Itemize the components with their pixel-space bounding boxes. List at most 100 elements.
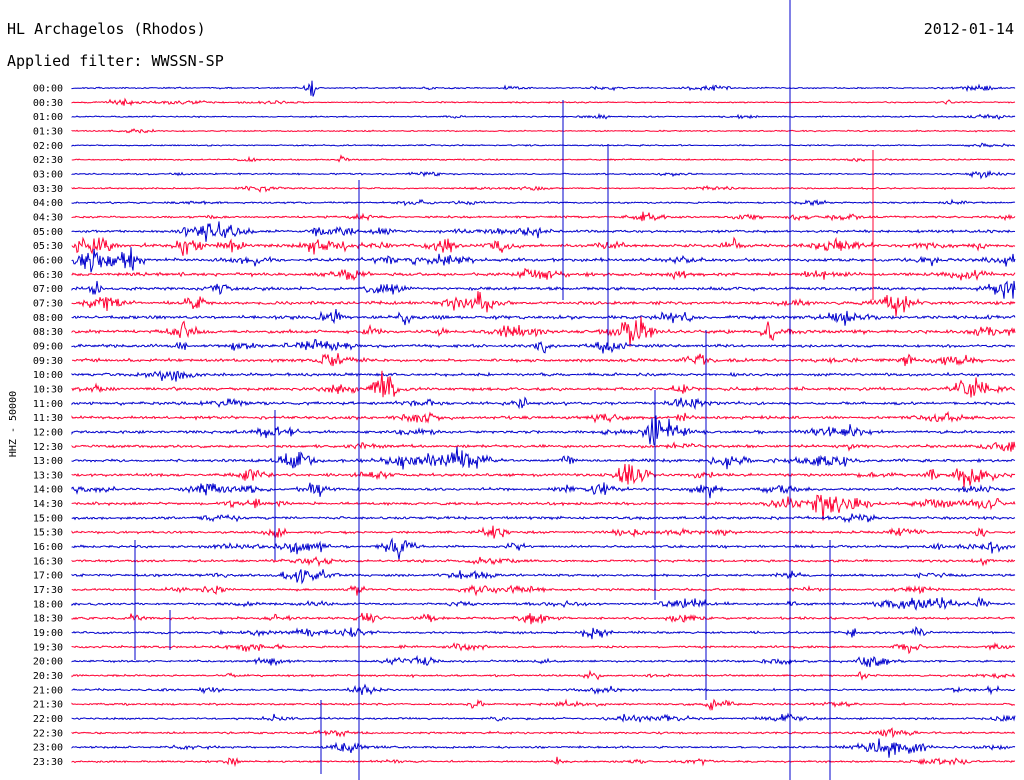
tick-label: 16:30: [33, 556, 63, 567]
trace-line: [71, 569, 1016, 585]
tick-label: 18:30: [33, 614, 63, 625]
trace-line: [71, 641, 1016, 655]
trace-line: [71, 236, 1016, 256]
trace-line: [71, 555, 1016, 568]
trace-line: [71, 80, 1016, 97]
trace-line: [71, 525, 1016, 540]
tick-label: 20:00: [33, 657, 63, 668]
trace-line: [71, 513, 1016, 524]
trace-line: [71, 97, 1016, 107]
tick-label: 22:30: [33, 728, 63, 739]
tick-label: 05:30: [33, 241, 63, 252]
trace-line: [71, 756, 1016, 768]
tick-label: 02:30: [33, 155, 63, 166]
tick-label: 14:00: [33, 485, 63, 496]
tick-label: 12:30: [33, 442, 63, 453]
tick-label: 19:00: [33, 628, 63, 639]
tick-label: 23:00: [33, 743, 63, 754]
trace-line: [71, 291, 1016, 317]
tick-label: 00:30: [33, 98, 63, 109]
trace-line: [71, 446, 1016, 470]
tick-label: 02:00: [33, 141, 63, 152]
trace-line: [71, 727, 1015, 739]
tick-label: 04:00: [33, 198, 63, 209]
tick-label: 22:00: [33, 714, 63, 725]
tick-label: 07:30: [33, 298, 63, 309]
trace-line: [71, 683, 1016, 696]
trace-line: [71, 463, 1016, 488]
trace-line: [71, 247, 1016, 273]
tick-label: 06:00: [33, 255, 63, 266]
trace-line: [71, 537, 1016, 560]
trace-line: [71, 698, 1015, 712]
trace-line: [71, 370, 1016, 382]
tick-label: 13:30: [33, 470, 63, 481]
tick-label: 01:00: [33, 112, 63, 123]
tick-label: 01:30: [33, 126, 63, 137]
tick-label: 03:30: [33, 184, 63, 195]
tick-label: 18:00: [33, 599, 63, 610]
tick-label: 09:30: [33, 356, 63, 367]
y-axis-label: HHZ - 50000: [8, 391, 19, 457]
tick-label: 08:30: [33, 327, 63, 338]
tick-label: 10:00: [33, 370, 63, 381]
tick-label-group: 00:00 00:30 01:00 01:30 02:00 02:30 03:00 03:30…: [33, 84, 63, 769]
tick-label: 08:00: [33, 313, 63, 324]
trace-line: [71, 415, 1016, 446]
tick-label: 23:30: [33, 757, 63, 768]
tick-label: 17:30: [33, 585, 63, 596]
trace-line: [71, 338, 1015, 354]
tick-label: 21:30: [33, 700, 63, 711]
trace-line: [71, 169, 1016, 180]
tick-label: 21:00: [33, 685, 63, 696]
date-label: 2012-01-14: [923, 20, 1014, 38]
tick-label: 07:00: [33, 284, 63, 295]
tick-label: 17:00: [33, 571, 63, 582]
tick-label: 14:30: [33, 499, 63, 510]
trace-line: [71, 712, 1016, 723]
tick-label: 00:00: [33, 84, 63, 95]
trace-line: [71, 267, 1016, 282]
tick-label: 11:00: [33, 399, 63, 410]
trace-line: [71, 494, 1016, 521]
trace-line: [71, 654, 1016, 668]
tick-label: 13:00: [33, 456, 63, 467]
tick-label: 09:00: [33, 341, 63, 352]
tick-label: 15:30: [33, 528, 63, 539]
trace-line: [71, 669, 1016, 681]
trace-line: [71, 112, 1016, 121]
trace-line: [71, 353, 1016, 367]
trace-line: [71, 128, 1016, 134]
trace-line: [71, 280, 1016, 299]
tick-label: 05:00: [33, 227, 63, 238]
trace-line: [71, 309, 1016, 326]
tick-label: 03:00: [33, 169, 63, 180]
trace-line: [71, 441, 1016, 452]
trace-line: [71, 154, 1016, 163]
trace-line: [71, 316, 1016, 347]
trace-line: [71, 482, 1016, 499]
tick-label: 20:30: [33, 671, 63, 682]
station-title: HL Archagelos (Rhodos): [7, 20, 206, 38]
trace-line: [71, 584, 1016, 597]
tick-label: 04:30: [33, 212, 63, 223]
trace-line: [71, 221, 1016, 242]
trace-line: [71, 738, 1016, 758]
tick-label: 15:00: [33, 513, 63, 524]
trace-line: [71, 626, 1016, 640]
trace-line: [71, 198, 1016, 207]
trace-line: [71, 211, 1016, 222]
trace-line: [71, 142, 1015, 148]
trace-line: [71, 596, 1016, 611]
filter-label: Applied filter: WWSSN-SP: [7, 52, 224, 70]
trace-line: [71, 370, 1015, 398]
trace-line: [71, 396, 1016, 411]
tick-label: 19:30: [33, 642, 63, 653]
tick-label: 06:30: [33, 270, 63, 281]
trace-line: [71, 612, 1016, 625]
tick-label: 16:00: [33, 542, 63, 553]
tick-label: 11:30: [33, 413, 63, 424]
trace-line: [71, 410, 1015, 424]
trace-line: [71, 185, 1016, 193]
